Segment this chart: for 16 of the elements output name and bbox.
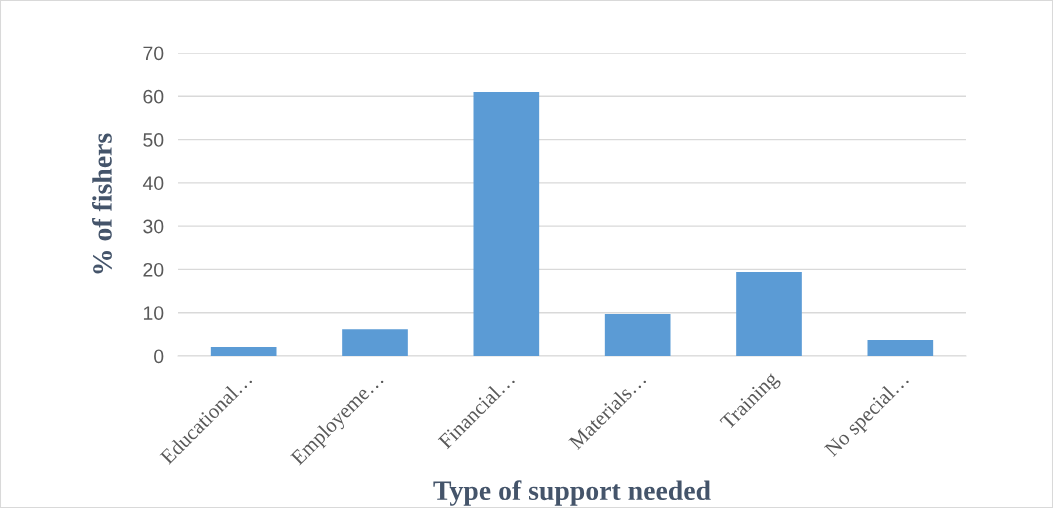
x-axis-title: Type of support needed — [433, 480, 711, 506]
y-axis-title: % of fishers — [92, 133, 112, 274]
y-tick-label: 30 — [143, 219, 164, 234]
y-tick-label: 20 — [143, 262, 164, 277]
bar — [473, 91, 540, 356]
bar — [210, 346, 277, 356]
bar — [867, 339, 934, 356]
y-tick-label: 0 — [154, 349, 164, 364]
y-tick-label: 40 — [142, 176, 164, 191]
y-tick-label: 70 — [143, 46, 164, 61]
y-tick-label: 60 — [143, 89, 164, 104]
bar — [342, 329, 408, 356]
y-tick-label: 10 — [143, 306, 164, 320]
bar — [736, 272, 802, 356]
bar — [604, 314, 671, 356]
y-tick-label: 50 — [143, 133, 164, 147]
